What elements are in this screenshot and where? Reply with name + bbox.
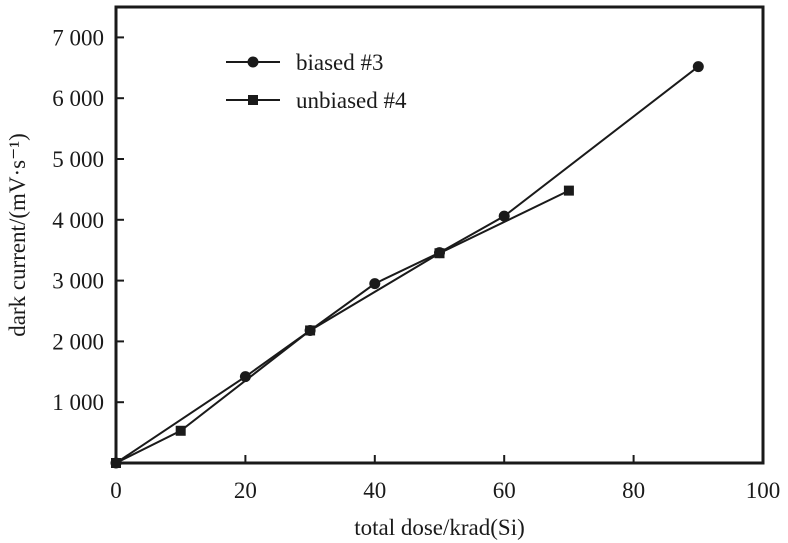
- series-point: [111, 458, 121, 468]
- series-line: [115, 65, 699, 464]
- legend-item: unbiased #4: [226, 88, 407, 113]
- y-tick-label: 7 000: [52, 25, 104, 50]
- y-tick-label: 3 000: [52, 269, 104, 294]
- legend: biased #3 unbiased #4: [226, 50, 407, 113]
- series-point: [248, 95, 258, 105]
- plot-area: [114, 5, 765, 465]
- series-point: [434, 248, 445, 259]
- y-tick-label: 6 000: [52, 86, 104, 111]
- legend-item: biased #3: [226, 50, 384, 75]
- x-tick-label: 80: [622, 478, 645, 503]
- y-axis-label: dark current/(mV·s⁻¹): [5, 133, 30, 337]
- plot-frame: [114, 5, 765, 465]
- series-point: [247, 56, 259, 68]
- x-tick-label: 0: [110, 478, 122, 503]
- y-tick-label: 2 000: [52, 329, 104, 354]
- y-tick-label: 1 000: [52, 390, 104, 415]
- series-point: [369, 278, 381, 290]
- series-line: [115, 189, 570, 464]
- x-axis: 0 20 40 60 80 100: [110, 455, 780, 503]
- series-point: [305, 325, 316, 336]
- x-tick-label: 100: [746, 478, 781, 503]
- y-tick-label: 5 000: [52, 147, 104, 172]
- x-axis-label: total dose/krad(Si): [354, 515, 525, 540]
- series-point: [692, 61, 704, 73]
- legend-label: unbiased #4: [296, 88, 407, 113]
- series-group: [110, 61, 704, 469]
- legend-label: biased #3: [296, 50, 384, 75]
- x-tick-label: 60: [493, 478, 516, 503]
- series-point: [175, 425, 186, 436]
- series-point: [563, 185, 574, 196]
- x-tick-label: 40: [363, 478, 386, 503]
- series-1: [110, 61, 704, 469]
- y-tick-label: 4 000: [52, 208, 104, 233]
- series-2: [111, 185, 574, 468]
- series-point: [498, 210, 510, 222]
- x-tick-label: 20: [234, 478, 257, 503]
- y-axis: 1 000 2 000 3 000 4 000 5 000 6 000 7 000: [52, 25, 124, 415]
